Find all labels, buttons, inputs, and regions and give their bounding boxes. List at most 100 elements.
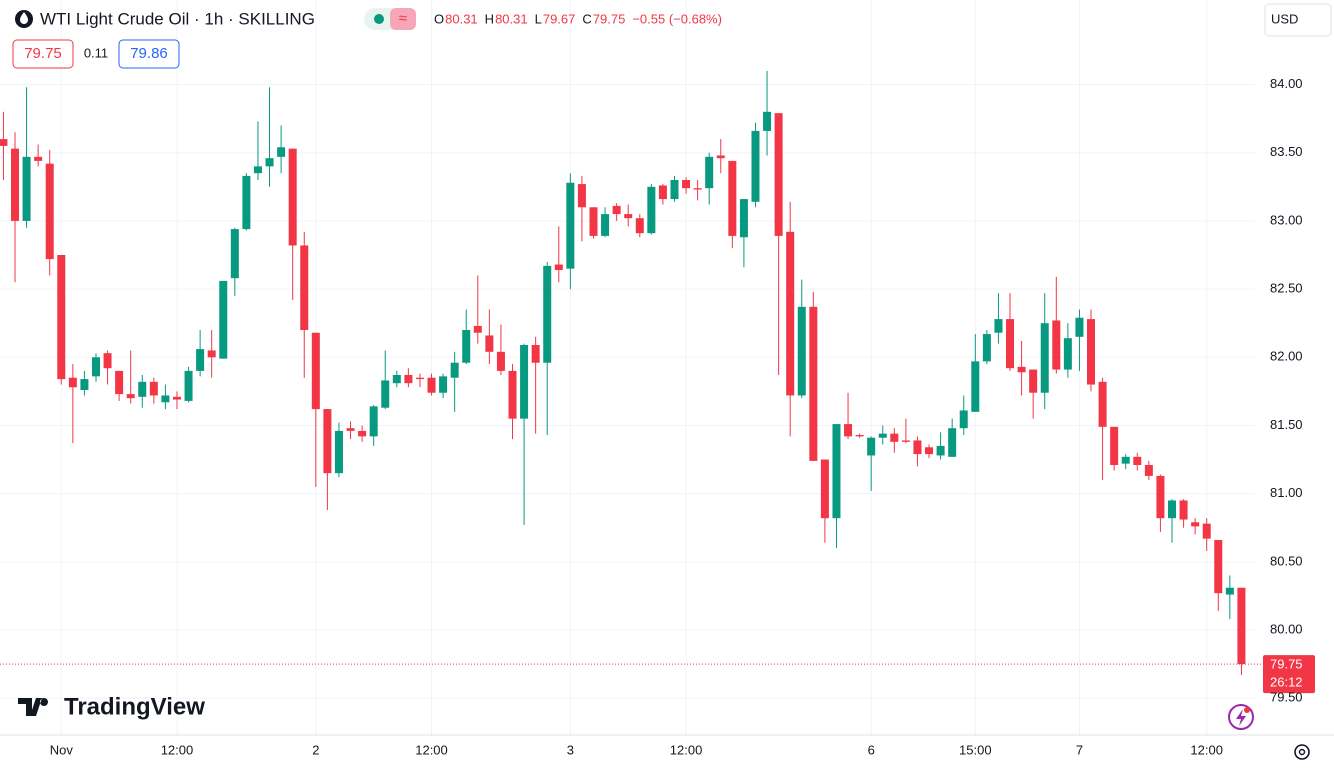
candle-body [45, 163, 54, 260]
candle-body [1110, 426, 1119, 465]
candle-body [1237, 587, 1246, 665]
candle-body [994, 319, 1003, 333]
x-tick-label: Nov [50, 742, 74, 757]
candle-body [1098, 381, 1107, 427]
y-tick-label: 81.00 [1270, 485, 1303, 500]
ohlc-legend: O 80.31 H 80.31 L 79.67 C 79.75 −0.55 (−0.68%) [434, 11, 722, 26]
candle-body [797, 306, 806, 396]
candles [0, 70, 1246, 675]
candle-body [1029, 369, 1038, 393]
candle-body [1168, 500, 1176, 519]
y-tick-label: 84.00 [1270, 76, 1303, 91]
change: −0.55 (−0.68%) [632, 11, 722, 26]
x-tick-label: 15:00 [959, 742, 992, 757]
candle-body [1017, 366, 1026, 373]
candle-body [1087, 319, 1096, 385]
candle-body [543, 265, 552, 363]
candle-body [392, 375, 401, 384]
candle-body [149, 381, 158, 396]
currency-button[interactable] [1264, 3, 1332, 37]
candle-body [658, 185, 667, 200]
candle-body [80, 379, 89, 390]
candle-body [1156, 475, 1165, 519]
candle-body [936, 445, 945, 456]
candle-body [207, 350, 216, 358]
candle-body [647, 186, 656, 234]
candle-body [126, 394, 135, 399]
candle-body [496, 351, 505, 371]
x-tick-label: 12:00 [161, 742, 194, 757]
candle-body [1006, 319, 1015, 369]
candle-body [878, 433, 887, 438]
candle-body [334, 430, 343, 474]
y-tick-label: 82.00 [1270, 349, 1303, 364]
ohlc-value: 79.67 [543, 11, 576, 26]
candle-body [925, 447, 934, 455]
candle-body [115, 370, 124, 395]
countdown: 26:12 [1270, 675, 1303, 690]
ohlc-value: 79.75 [593, 11, 626, 26]
candle-body [693, 188, 702, 190]
candle-body [820, 459, 829, 519]
candle-body [91, 357, 100, 377]
candle-body [1179, 500, 1188, 520]
lightning [1236, 709, 1246, 726]
y-tick-label: 82.50 [1270, 281, 1303, 296]
ohlc-letter: H [485, 11, 494, 26]
y-tick-label: 83.50 [1270, 144, 1303, 159]
candle-body [1040, 323, 1049, 393]
candle-body [311, 332, 320, 410]
market-open-dot [374, 14, 384, 24]
candle-body [184, 370, 193, 401]
sell-box[interactable] [12, 39, 74, 69]
y-tick-label: 80.00 [1270, 621, 1303, 636]
x-tick-label: 2 [312, 742, 319, 757]
currency: USD [1271, 11, 1298, 26]
ohlc-letter: C [582, 11, 591, 26]
candle-body [682, 180, 691, 189]
x-tick-label: 12:00 [670, 742, 703, 757]
candle-body [913, 440, 922, 455]
candle-body [172, 396, 181, 400]
candle-body [473, 325, 482, 333]
candle-body [832, 424, 841, 519]
candle-body [230, 229, 239, 279]
candle-body [589, 207, 598, 236]
candle-body [11, 148, 19, 221]
candle-body [323, 409, 332, 474]
settings-center [1298, 748, 1306, 756]
candle-body [844, 424, 853, 437]
drop-icon [20, 12, 28, 24]
candle-body [612, 205, 621, 215]
candle-body [1144, 465, 1153, 476]
candle-body [1121, 456, 1130, 464]
candle-body [1191, 522, 1200, 527]
candle-body [566, 182, 575, 269]
candle-body [265, 158, 274, 167]
candle-body [890, 433, 899, 442]
x-tick-label: 3 [567, 742, 574, 757]
brand-logo [18, 698, 48, 716]
candle-body [531, 345, 540, 363]
candle-body [0, 139, 8, 146]
x-tick-label: 6 [868, 742, 875, 757]
candle-body [1214, 540, 1223, 594]
candle-body [242, 175, 251, 230]
candle-body [427, 377, 436, 393]
candle-body [485, 335, 494, 352]
candle-body [415, 377, 424, 380]
candle-body [22, 156, 31, 221]
delay-symbol: ≈ [399, 10, 407, 27]
candle-body [253, 166, 262, 174]
alert-dot [1244, 707, 1250, 713]
candle-body [288, 148, 297, 246]
candle-body [624, 214, 633, 219]
candle-body [751, 130, 760, 202]
candle-body [381, 380, 390, 408]
ohlc-letter: L [535, 11, 542, 26]
candle-body [601, 214, 610, 236]
buy-box[interactable] [118, 39, 180, 69]
settings-icon[interactable] [1294, 744, 1310, 760]
